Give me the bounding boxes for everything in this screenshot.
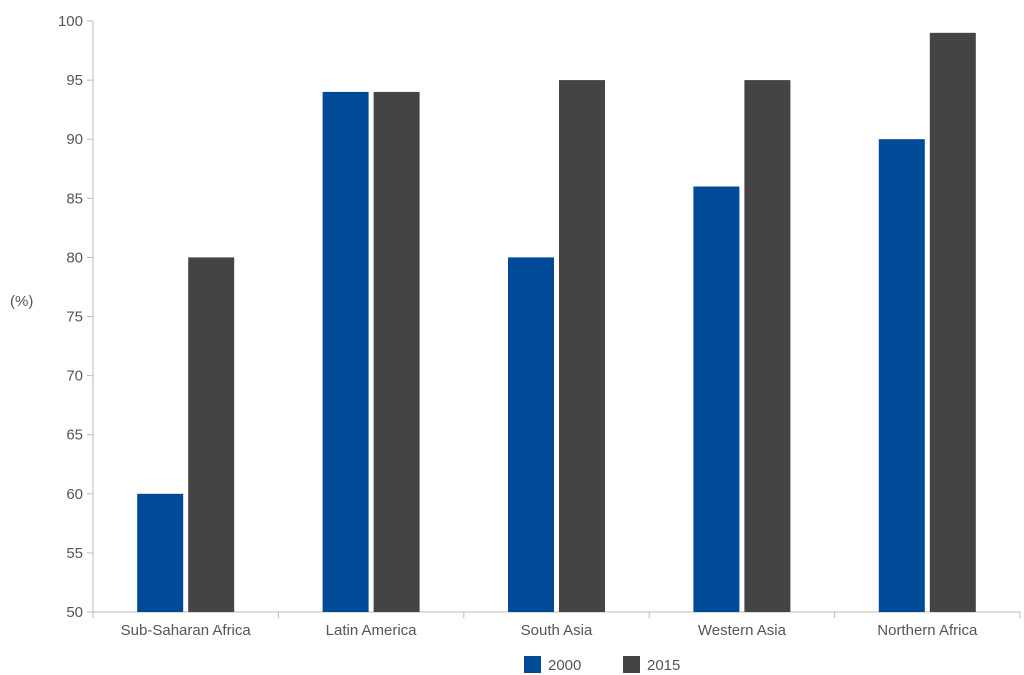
legend-swatch <box>524 656 541 673</box>
bar-2015[interactable] <box>744 80 791 613</box>
bar-2015[interactable] <box>929 32 976 612</box>
bar-2015[interactable] <box>188 257 235 612</box>
x-tick-label: Northern Africa <box>877 622 978 639</box>
x-tick-label: Latin America <box>326 622 418 639</box>
y-tick-label: 70 <box>66 368 83 385</box>
x-tick-label: Western Asia <box>698 622 787 639</box>
bar-2015[interactable] <box>373 91 420 613</box>
legend-label: 2000 <box>548 657 581 674</box>
y-tick-label: 80 <box>66 249 83 266</box>
bar-2000[interactable] <box>508 257 554 612</box>
legend: 2000 2015 <box>524 656 680 674</box>
y-tick-label: 55 <box>66 545 83 562</box>
bar-2000[interactable] <box>137 493 184 612</box>
bar-2000[interactable] <box>322 91 369 613</box>
y-tick-label: 65 <box>66 427 83 444</box>
legend-label: 2015 <box>647 657 680 674</box>
x-tick-label: South Asia <box>521 622 593 639</box>
x-tick-label: Sub-Saharan Africa <box>121 622 252 639</box>
y-tick-label: 90 <box>66 131 83 148</box>
y-tick-label: 60 <box>66 486 83 503</box>
y-tick-label: 100 <box>58 13 83 30</box>
legend-swatch <box>623 656 640 673</box>
bar-2000[interactable] <box>878 139 925 612</box>
y-tick-label: 95 <box>66 72 83 89</box>
bar-2015[interactable] <box>559 80 605 613</box>
y-tick-label: 50 <box>66 604 83 621</box>
y-tick-label: 75 <box>66 309 83 326</box>
bars <box>137 32 976 613</box>
y-axis-label: (%) <box>10 293 33 310</box>
bar-2000[interactable] <box>693 186 740 613</box>
y-axis: 50 55 60 65 70 75 80 85 90 95 100 <box>58 13 94 621</box>
y-tick-label: 85 <box>66 190 83 207</box>
x-axis: Sub-Saharan Africa Latin America South Asi… <box>92 611 1021 639</box>
